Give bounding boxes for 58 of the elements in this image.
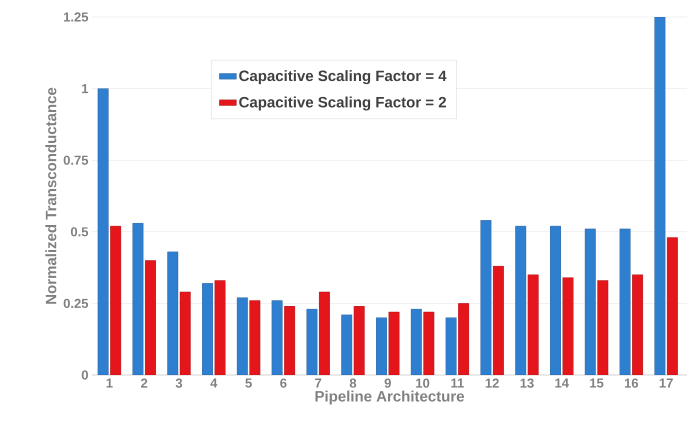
- x-tick-label: 12: [486, 378, 499, 388]
- y-axis-title: Normalized Transconductance: [45, 88, 56, 304]
- x-tick-label: 4: [210, 378, 218, 388]
- x-tick-label: 2: [141, 378, 148, 388]
- y-tick-label: 0.5: [70, 227, 88, 236]
- bar: [446, 318, 457, 375]
- bar: [341, 314, 352, 375]
- bar: [515, 226, 526, 375]
- bar: [249, 300, 260, 375]
- bar: [458, 303, 470, 375]
- x-tick-label: 15: [590, 378, 604, 388]
- x-tick-label: 9: [384, 378, 391, 388]
- bar: [202, 283, 213, 375]
- bar: [410, 308, 422, 375]
- bar: [654, 16, 666, 375]
- bar: [167, 252, 178, 375]
- legend-label: Capacitive Scaling Factor = 2: [239, 96, 446, 111]
- bar: [236, 297, 248, 375]
- x-tick-label: 3: [176, 378, 182, 388]
- y-tick-label: 0.25: [64, 298, 88, 308]
- y-tick-label: 0: [82, 370, 88, 380]
- x-axis-title: Pipeline Architecture: [315, 390, 464, 405]
- x-tick-label: 5: [245, 378, 252, 388]
- bar: [550, 226, 561, 375]
- bar: [214, 280, 226, 375]
- bar: [388, 312, 400, 375]
- bar: [376, 318, 387, 375]
- bar: [584, 228, 596, 375]
- x-tick-label: 6: [280, 378, 287, 388]
- bar: [354, 306, 365, 375]
- bar: [480, 220, 492, 375]
- y-tick-label: 0.75: [64, 156, 88, 165]
- bar: [110, 226, 122, 375]
- x-tick-label: 8: [350, 378, 356, 388]
- bar: [132, 223, 144, 375]
- bar: [666, 237, 678, 375]
- bar: [562, 277, 574, 375]
- x-tick-label: 7: [315, 378, 322, 388]
- bar: [620, 228, 631, 375]
- bar: [318, 292, 330, 375]
- x-tick-label: 1: [106, 378, 113, 388]
- bar: [272, 300, 283, 375]
- bar: [98, 88, 109, 375]
- x-tick-label: 16: [624, 378, 638, 388]
- legend-label: Capacitive Scaling Factor = 4: [239, 70, 447, 84]
- x-tick-label: 10: [416, 378, 430, 388]
- bar: [144, 260, 156, 375]
- bar: [284, 306, 296, 375]
- bar: [492, 266, 504, 375]
- x-tick-label: 13: [520, 378, 534, 388]
- x-tick-label: 17: [660, 378, 673, 388]
- y-tick-label: 1.25: [64, 12, 88, 22]
- y-tick-label: 1: [82, 84, 88, 94]
- bar: [306, 308, 318, 375]
- x-tick-label: 11: [451, 378, 464, 388]
- bar: [528, 274, 539, 375]
- x-tick-label: 14: [555, 378, 569, 388]
- bar: [632, 274, 644, 375]
